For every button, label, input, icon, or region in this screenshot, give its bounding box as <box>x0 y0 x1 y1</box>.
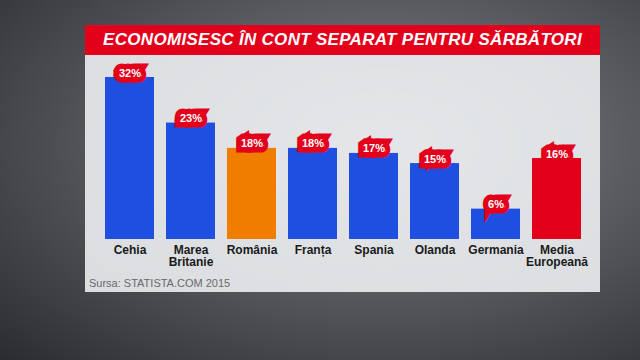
svg-text:18%: 18% <box>302 137 324 149</box>
svg-text:18%: 18% <box>241 137 263 149</box>
html-text:ECONOMISESC ÎN CONT SEPARAT PE: ECONOMISESC ÎN CONT SEPARAT PENTRU SĂRBĂ… <box>103 30 582 49</box>
svg-text:16%: 16% <box>546 148 568 160</box>
svg-text:MareaBritanie: MareaBritanie <box>169 243 214 269</box>
svg-text:România: România <box>227 243 278 257</box>
svg-text:Olanda: Olanda <box>415 243 456 257</box>
svg-text:32%: 32% <box>119 67 141 79</box>
svg-text:6%: 6% <box>488 198 504 210</box>
svg-text:Spania: Spania <box>354 243 394 257</box>
svg-text:15%: 15% <box>424 153 446 165</box>
svg-text:Cehia: Cehia <box>114 243 147 257</box>
svg-text:Germania: Germania <box>468 243 524 257</box>
svg-text:23%: 23% <box>180 112 202 124</box>
svg-text:MediaEuropeană: MediaEuropeană <box>526 243 588 269</box>
html-text:Sursa: STATISTA.COM 2015: Sursa: STATISTA.COM 2015 <box>89 277 231 289</box>
svg-text:17%: 17% <box>363 142 385 154</box>
svg-text:Franța: Franța <box>295 243 332 257</box>
